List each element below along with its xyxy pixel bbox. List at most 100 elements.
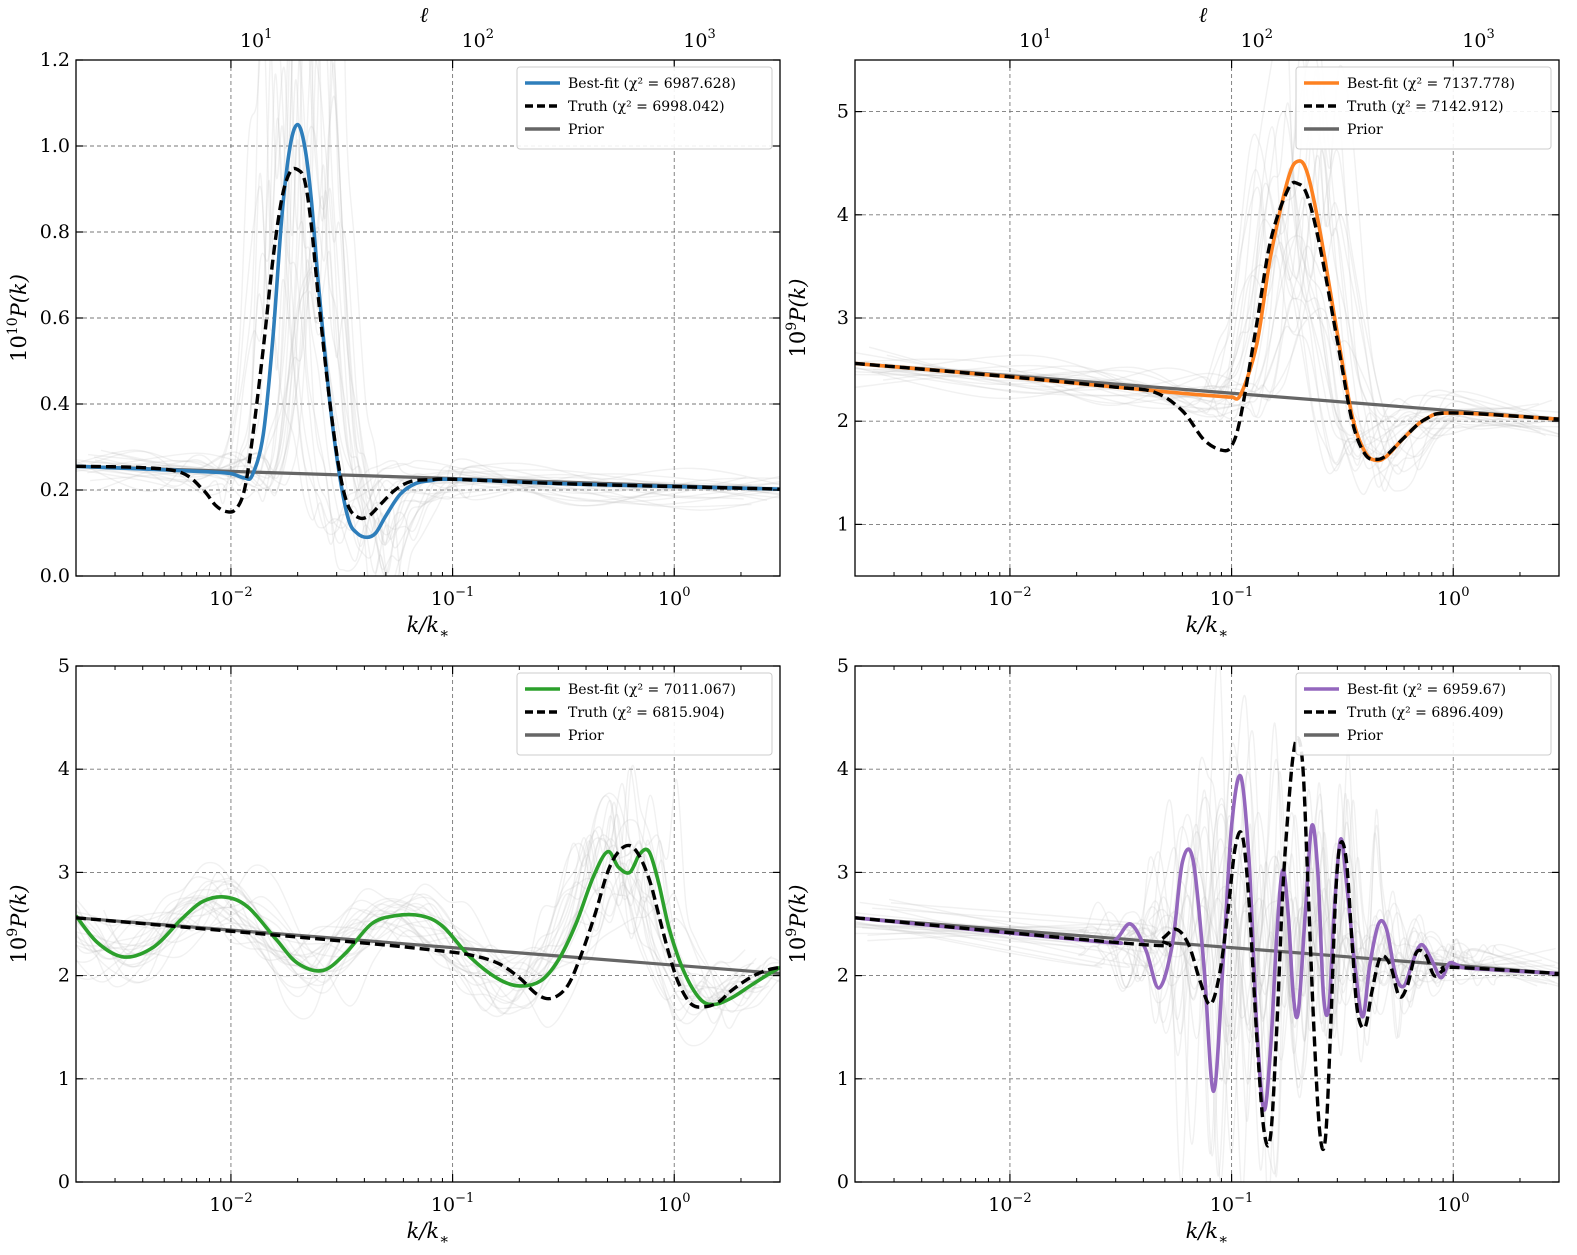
sample-curve xyxy=(89,60,780,576)
sample-curve xyxy=(76,826,772,1009)
y-tick-label: 5 xyxy=(837,101,849,123)
y-tick-label: 3 xyxy=(837,307,849,329)
y-tick-label: 4 xyxy=(58,758,70,780)
sample-curve xyxy=(102,779,780,1030)
sample-curve xyxy=(76,179,752,524)
y-tick-label: 3 xyxy=(58,861,70,883)
top-axis-tick-label: 101 xyxy=(240,27,272,52)
truth-line xyxy=(855,735,1559,1152)
best-fit-line xyxy=(855,773,1559,1112)
legend: Best-fit (χ² = 7137.778) Truth (χ² = 7142… xyxy=(1295,66,1552,150)
truth-line xyxy=(76,166,780,521)
sample-curve xyxy=(864,60,1559,492)
y-tick-label: 0 xyxy=(837,1171,849,1193)
y-tick-label: 0.8 xyxy=(40,221,70,243)
legend-label: Truth (χ² = 6815.904) xyxy=(568,705,725,721)
sample-curve xyxy=(862,809,1559,1108)
legend-label: Best-fit (χ² = 6959.67) xyxy=(1347,682,1506,698)
legend-label: Truth (χ² = 6896.409) xyxy=(1347,705,1504,721)
x-tick-label: 100 xyxy=(658,585,690,610)
legend-label: Prior xyxy=(568,728,604,744)
y-tick-label: 0.6 xyxy=(40,307,70,329)
sample-curve xyxy=(76,801,746,1012)
y-tick-label: 2 xyxy=(837,410,849,432)
sample-curve xyxy=(76,838,748,1022)
sample-curve xyxy=(91,867,780,1012)
x-axis-label: k/k∗ xyxy=(407,1219,450,1248)
panel-top-left: 0.0 0.2 0.4 0.6 0.8 1.0 1.2 10−2 10−1 100 101 102 10… xyxy=(5,3,781,642)
legend-label: Prior xyxy=(1347,728,1383,744)
y-tick-label: 3 xyxy=(837,861,849,883)
sample-curve xyxy=(90,190,780,546)
legend-label: Best-fit (χ² = 7011.067) xyxy=(568,682,736,698)
sample-curve xyxy=(76,185,744,545)
sample-curve xyxy=(855,796,1526,1040)
x-tick-label: 100 xyxy=(658,1191,690,1216)
legend-label: Best-fit (χ² = 6987.628) xyxy=(568,76,736,92)
sample-curve xyxy=(855,110,1541,466)
panel-bottom-right: 0 1 2 3 4 5 10−2 10−1 100 k/k∗ 109P(k) Best-fit (χ²… xyxy=(784,655,1560,1248)
top-axis-label: ℓ xyxy=(1199,3,1208,27)
sample-curve xyxy=(855,826,1524,1057)
y-tick-label: 1.2 xyxy=(40,49,70,71)
y-tick-label: 1 xyxy=(58,1068,70,1090)
sample-curve xyxy=(93,195,780,518)
panel-bottom-left: 0 1 2 3 4 5 10−2 10−1 100 k/k∗ 109P(k) Best-fit (χ²… xyxy=(5,655,781,1248)
sample-curve xyxy=(890,758,1559,1079)
x-tick-label: 10−1 xyxy=(1210,585,1253,610)
top-axis-tick-label: 103 xyxy=(683,27,715,52)
sample-curve xyxy=(855,169,1522,475)
sample-curve xyxy=(104,60,780,576)
sample-curve xyxy=(76,893,752,1011)
sample-curve xyxy=(888,722,1559,1089)
legend-label: Truth (χ² = 6998.042) xyxy=(568,99,725,115)
sample-curve xyxy=(76,767,761,1047)
sample-curve xyxy=(855,133,1521,466)
x-tick-label: 10−1 xyxy=(431,1191,474,1216)
sample-curve xyxy=(87,290,780,500)
sample-curve xyxy=(76,844,780,999)
y-tick-label: 1 xyxy=(837,1068,849,1090)
legend-frame xyxy=(1295,66,1552,150)
sample-curve xyxy=(855,755,1556,1171)
sample-curve xyxy=(76,783,763,1018)
legend-label: Truth (χ² = 7142.912) xyxy=(1347,99,1504,115)
y-tick-label: 0 xyxy=(58,1171,70,1193)
x-tick-label: 10−2 xyxy=(209,1191,252,1216)
sample-curve xyxy=(855,181,1539,456)
plot-area xyxy=(855,60,1559,576)
x-tick-label: 100 xyxy=(1437,1191,1469,1216)
sample-curve xyxy=(871,227,1559,456)
sample-curve xyxy=(76,814,757,1011)
plot-area xyxy=(855,666,1559,1182)
sample-curve xyxy=(885,149,1559,440)
y-tick-label: 4 xyxy=(837,204,849,226)
sample-curve xyxy=(102,901,780,997)
top-axis-tick-label: 101 xyxy=(1019,27,1051,52)
y-axis-label: 1010P(k) xyxy=(5,274,31,362)
top-axis-tick-label: 103 xyxy=(1462,27,1494,52)
sample-curve xyxy=(100,95,780,571)
sample-curve xyxy=(883,154,1559,467)
top-axis-label: ℓ xyxy=(420,3,429,27)
legend-label: Prior xyxy=(568,122,604,138)
legend-label: Prior xyxy=(1347,122,1383,138)
y-axis-label: 109P(k) xyxy=(784,885,810,964)
legend: Best-fit (χ² = 6959.67) Truth (χ² = 6896.… xyxy=(1295,672,1552,756)
y-tick-label: 2 xyxy=(58,965,70,987)
y-tick-label: 4 xyxy=(837,758,849,780)
sample-curve xyxy=(98,60,780,576)
x-axis-label: k/k∗ xyxy=(1186,613,1229,642)
sample-curve xyxy=(862,749,1559,1182)
plot-area xyxy=(76,60,780,576)
y-tick-label: 0.4 xyxy=(40,393,70,415)
sample-curve xyxy=(855,167,1551,461)
sample-curve xyxy=(100,250,780,530)
y-tick-label: 1.0 xyxy=(40,135,70,157)
sample-curve xyxy=(855,60,1546,496)
x-tick-label: 100 xyxy=(1437,585,1469,610)
sample-curve xyxy=(855,60,1553,488)
plot-area xyxy=(76,666,780,1182)
sample-curve xyxy=(868,149,1559,470)
y-axis-label: 109P(k) xyxy=(5,885,31,964)
